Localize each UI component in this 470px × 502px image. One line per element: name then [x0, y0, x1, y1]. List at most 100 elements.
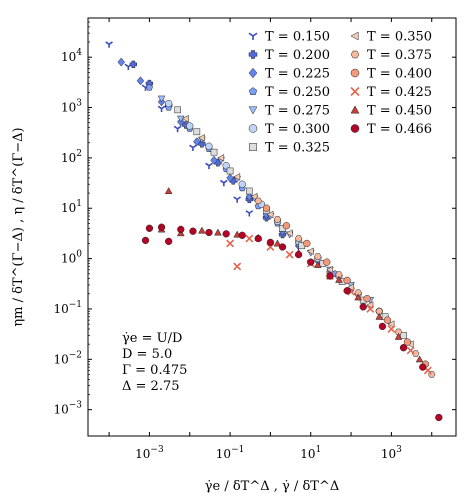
- legend-item: T = 0.250: [248, 85, 330, 100]
- legend-item: T = 0.450: [350, 104, 432, 119]
- data-point: [306, 247, 314, 256]
- x-tick-label: 10−3: [135, 445, 164, 461]
- data-point: [326, 265, 333, 274]
- data-point: [415, 355, 424, 363]
- legend: T = 0.150 T = 0.200 T = 0.225 T = 0.250 T = …: [248, 30, 432, 156]
- data-point: [307, 258, 315, 266]
- data-point: [343, 276, 351, 284]
- legend-label: T = 0.150: [265, 30, 330, 45]
- legend-item: T = 0.225: [248, 67, 330, 82]
- series-points: [226, 234, 432, 375]
- legend-label: T = 0.325: [265, 141, 330, 156]
- data-point: [214, 228, 222, 236]
- legend-label: T = 0.275: [265, 104, 330, 119]
- data-point: [105, 41, 113, 48]
- data-point: [335, 271, 343, 278]
- data-point: [176, 115, 185, 123]
- legend-marker: [248, 106, 258, 115]
- data-point: [347, 283, 355, 292]
- y-tick-label: 104: [61, 48, 82, 64]
- data-point: [165, 99, 173, 108]
- legend-label: T = 0.250: [265, 85, 330, 100]
- legend-item: T = 0.325: [249, 141, 330, 156]
- series-points: [262, 204, 430, 368]
- data-point: [266, 210, 274, 219]
- legend-marker: [249, 143, 257, 151]
- x-tick-label: 103: [381, 445, 402, 461]
- data-point: [400, 331, 407, 339]
- data-point: [222, 162, 230, 170]
- legend-item: T = 0.200: [248, 48, 330, 63]
- data-point: [326, 272, 334, 280]
- legend-marker: [248, 32, 258, 40]
- data-point: [335, 275, 343, 283]
- data-point: [354, 289, 362, 296]
- data-point: [378, 322, 387, 331]
- data-point: [375, 312, 384, 320]
- data-point: [238, 231, 246, 239]
- legend-label: T = 0.375: [367, 48, 432, 63]
- legend-marker: [350, 50, 360, 59]
- data-point: [254, 197, 262, 205]
- data-point: [198, 226, 206, 234]
- data-point: [323, 258, 331, 266]
- data-point: [314, 260, 322, 268]
- data-point: [285, 229, 293, 237]
- x-tick-label: 101: [300, 445, 321, 461]
- data-point: [197, 134, 205, 142]
- data-point: [419, 363, 427, 371]
- data-point: [181, 114, 189, 123]
- legend-label: T = 0.225: [265, 67, 330, 82]
- legend-item: T = 0.350: [350, 30, 432, 45]
- data-point: [282, 222, 291, 230]
- data-point: [173, 125, 182, 133]
- data-point: [387, 325, 396, 333]
- data-point: [314, 253, 322, 260]
- data-point: [233, 196, 242, 203]
- legend-marker: [350, 31, 359, 41]
- data-point: [406, 346, 415, 355]
- data-point: [294, 250, 303, 259]
- data-point: [278, 243, 287, 251]
- legend-marker: [248, 87, 258, 95]
- legend-marker: [248, 124, 258, 133]
- data-point: [145, 224, 154, 232]
- legend-marker: [350, 105, 360, 114]
- data-point: [246, 187, 253, 195]
- data-point: [273, 216, 282, 223]
- data-point: [394, 332, 403, 340]
- series-points: [141, 223, 443, 422]
- data-point: [165, 237, 173, 246]
- data-point: [273, 239, 282, 247]
- data-point: [266, 238, 275, 247]
- annotation-line: Γ = 0.475: [122, 363, 187, 378]
- data-point: [354, 293, 362, 301]
- data-point: [226, 239, 235, 248]
- series-points: [181, 114, 414, 348]
- data-point: [366, 304, 375, 313]
- data-point: [399, 344, 408, 352]
- data-point: [411, 350, 420, 357]
- y-axis-label: ηm / δT^(Γ−Δ) , η / δT^(Γ−Δ): [11, 127, 26, 326]
- y-tick-label: 10−2: [53, 350, 82, 366]
- data-point: [343, 287, 351, 295]
- legend-label: T = 0.350: [367, 30, 432, 45]
- data-point: [129, 60, 138, 69]
- data-points: [105, 41, 443, 422]
- annotation-line: Δ = 2.75: [122, 379, 180, 394]
- legend-item: T = 0.375: [350, 48, 432, 63]
- series-points: [157, 187, 424, 363]
- legend-item: T = 0.466: [350, 122, 432, 137]
- data-point: [226, 173, 234, 183]
- data-point: [174, 106, 181, 114]
- legend-item: T = 0.150: [248, 30, 330, 45]
- data-point: [245, 234, 254, 243]
- data-point: [186, 122, 194, 130]
- data-point: [238, 180, 246, 188]
- legend-marker: [350, 124, 360, 133]
- y-tick-label: 101: [61, 199, 82, 215]
- annotation-line: γ̇e = U/D: [122, 331, 182, 346]
- data-point: [285, 250, 294, 259]
- data-point: [233, 262, 242, 271]
